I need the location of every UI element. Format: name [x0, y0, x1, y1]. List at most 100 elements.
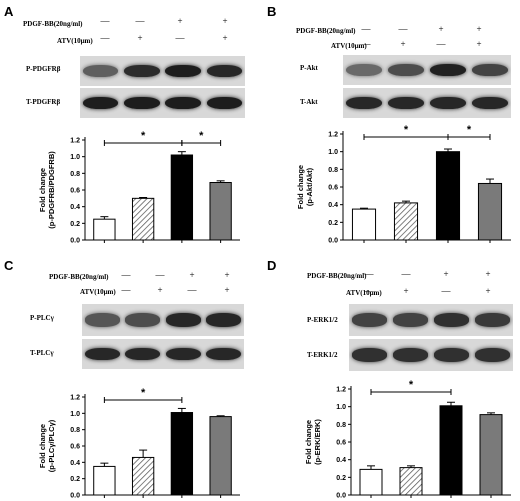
symbol: +: [222, 33, 228, 43]
western-blot-total: [343, 88, 511, 118]
significance-star: *: [199, 130, 204, 142]
blot-band: [392, 348, 429, 362]
significance-star: *: [467, 124, 472, 136]
blot-band: [125, 347, 161, 361]
western-blot-total: [80, 88, 245, 118]
panel-a: A PDGF-BB(20ng/ml) ATV(10μm) — — + + — +…: [0, 0, 255, 250]
blot-band: [165, 64, 201, 78]
significance-star: *: [409, 379, 414, 391]
y-axis-label: Fold change(p-PLCγ/PLCγ): [38, 419, 56, 472]
symbol: —: [155, 270, 165, 280]
panel-c: C PDGF-BB(20ng/ml) ATV(10μm) — — + + — +…: [0, 252, 255, 501]
y-tick-label: 0.8: [70, 171, 80, 178]
western-blot-total: [82, 339, 244, 369]
symbol: +: [157, 285, 163, 295]
blot-band: [429, 63, 467, 77]
blot-band: [165, 96, 201, 110]
symbol: +: [137, 33, 143, 43]
bar-chart: 0.0 0.2 0.4 0.6 0.8 1.0 1.2 Fold change(p-ERK/E…: [304, 379, 511, 500]
panel-d: D PDGF-BB(20ng/ml) ATV(10μm) — — + + — +…: [263, 252, 520, 501]
symbol: +: [177, 16, 183, 26]
y-tick-label: 0.6: [70, 188, 80, 195]
significance-star: *: [141, 130, 146, 142]
y-tick-label: 0.0: [70, 238, 80, 245]
blot-band: [165, 313, 201, 327]
y-tick-label: 1.2: [336, 387, 346, 394]
symbol: +: [224, 270, 230, 280]
blot-band: [387, 96, 425, 110]
western-blot-total: [349, 339, 513, 371]
blot-band: [82, 64, 119, 78]
bar: [170, 412, 194, 496]
blot-band: [345, 63, 383, 77]
symbol: +: [222, 16, 228, 26]
symbol: —: [121, 270, 131, 280]
y-tick-label: 0.4: [70, 204, 80, 211]
symbol: +: [403, 286, 409, 296]
symbol: —: [361, 39, 371, 49]
bar: [170, 154, 194, 241]
bar: [435, 151, 461, 241]
blot-band: [351, 348, 388, 362]
panel-b: B PDGF-BB(20ng/ml) ATV(10μm) — — + + — +…: [263, 0, 520, 250]
symbol: +: [476, 24, 482, 34]
symbol: —: [436, 39, 446, 49]
blot-band: [206, 347, 242, 361]
symbol: +: [443, 269, 449, 279]
symbol: —: [187, 285, 197, 295]
symbol: —: [121, 285, 131, 295]
symbol: +: [476, 39, 482, 49]
y-tick-label: 0.2: [70, 476, 80, 483]
bar-chart: 0.0 0.2 0.4 0.6 0.8 1.0 1.2 Fold change(p-PDGFR…: [38, 130, 240, 245]
symbol: —: [364, 269, 374, 279]
symbol: —: [401, 269, 411, 279]
y-tick-label: 1.0: [336, 404, 346, 411]
panel-label: B: [267, 4, 277, 19]
blot-band: [84, 347, 120, 361]
y-tick-label: 0.0: [328, 238, 338, 245]
treatment-label-pdgf: PDGF-BB(20ng/ml): [296, 27, 356, 35]
y-tick-label: 1.0: [70, 411, 80, 418]
y-tick-label: 0.2: [328, 220, 338, 227]
y-tick-label: 1.2: [70, 395, 80, 402]
blot-label-phospho: P-ERK1/2: [307, 316, 338, 324]
treatment-label-pdgf: PDGF-BB(20ng/ml): [307, 272, 367, 280]
y-tick-label: 0.6: [328, 185, 338, 192]
symbol: —: [364, 286, 374, 296]
bar: [209, 416, 232, 496]
blot-band: [474, 348, 511, 362]
y-tick-label: 0.4: [70, 460, 80, 467]
blot-band: [471, 96, 509, 110]
symbol: —: [100, 33, 110, 43]
blot-band: [165, 347, 201, 361]
bar: [439, 405, 463, 496]
symbol: +: [189, 270, 195, 280]
blot-band: [124, 96, 160, 110]
y-tick-label: 0.8: [70, 427, 80, 434]
treatment-label-atv: ATV(10μm): [331, 42, 367, 50]
y-tick-label: 1.0: [328, 149, 338, 156]
bar: [93, 465, 116, 496]
treatment-label-pdgf: PDGF-BB(20ng/ml): [23, 20, 83, 28]
y-tick-label: 1.2: [328, 132, 338, 139]
blot-label-total: T-PDGFRβ: [26, 98, 61, 106]
bar: [393, 202, 419, 241]
symbol: +: [224, 285, 230, 295]
y-tick-label: 0.2: [336, 475, 346, 482]
y-tick-label: 0.6: [336, 440, 346, 447]
symbol: —: [398, 24, 408, 34]
significance-star: *: [404, 124, 409, 136]
y-tick-label: 0.8: [328, 167, 338, 174]
treatment-label-pdgf: PDGF-BB(20ng/ml): [49, 273, 109, 281]
blot-label-total: T-Akt: [300, 98, 318, 106]
y-axis-label: Fold change(p-Akt/Akt): [296, 165, 314, 209]
symbol: +: [485, 286, 491, 296]
panel-label: A: [4, 4, 14, 19]
y-axis-label: Fold change(p-ERK/ERK): [304, 419, 322, 465]
y-tick-label: 0.0: [336, 493, 346, 500]
blot-band: [206, 64, 243, 78]
treatment-label-atv: ATV(10μm): [80, 288, 116, 296]
y-tick-label: 0.2: [70, 221, 80, 228]
panel-label: C: [4, 258, 14, 273]
bar: [399, 467, 423, 496]
